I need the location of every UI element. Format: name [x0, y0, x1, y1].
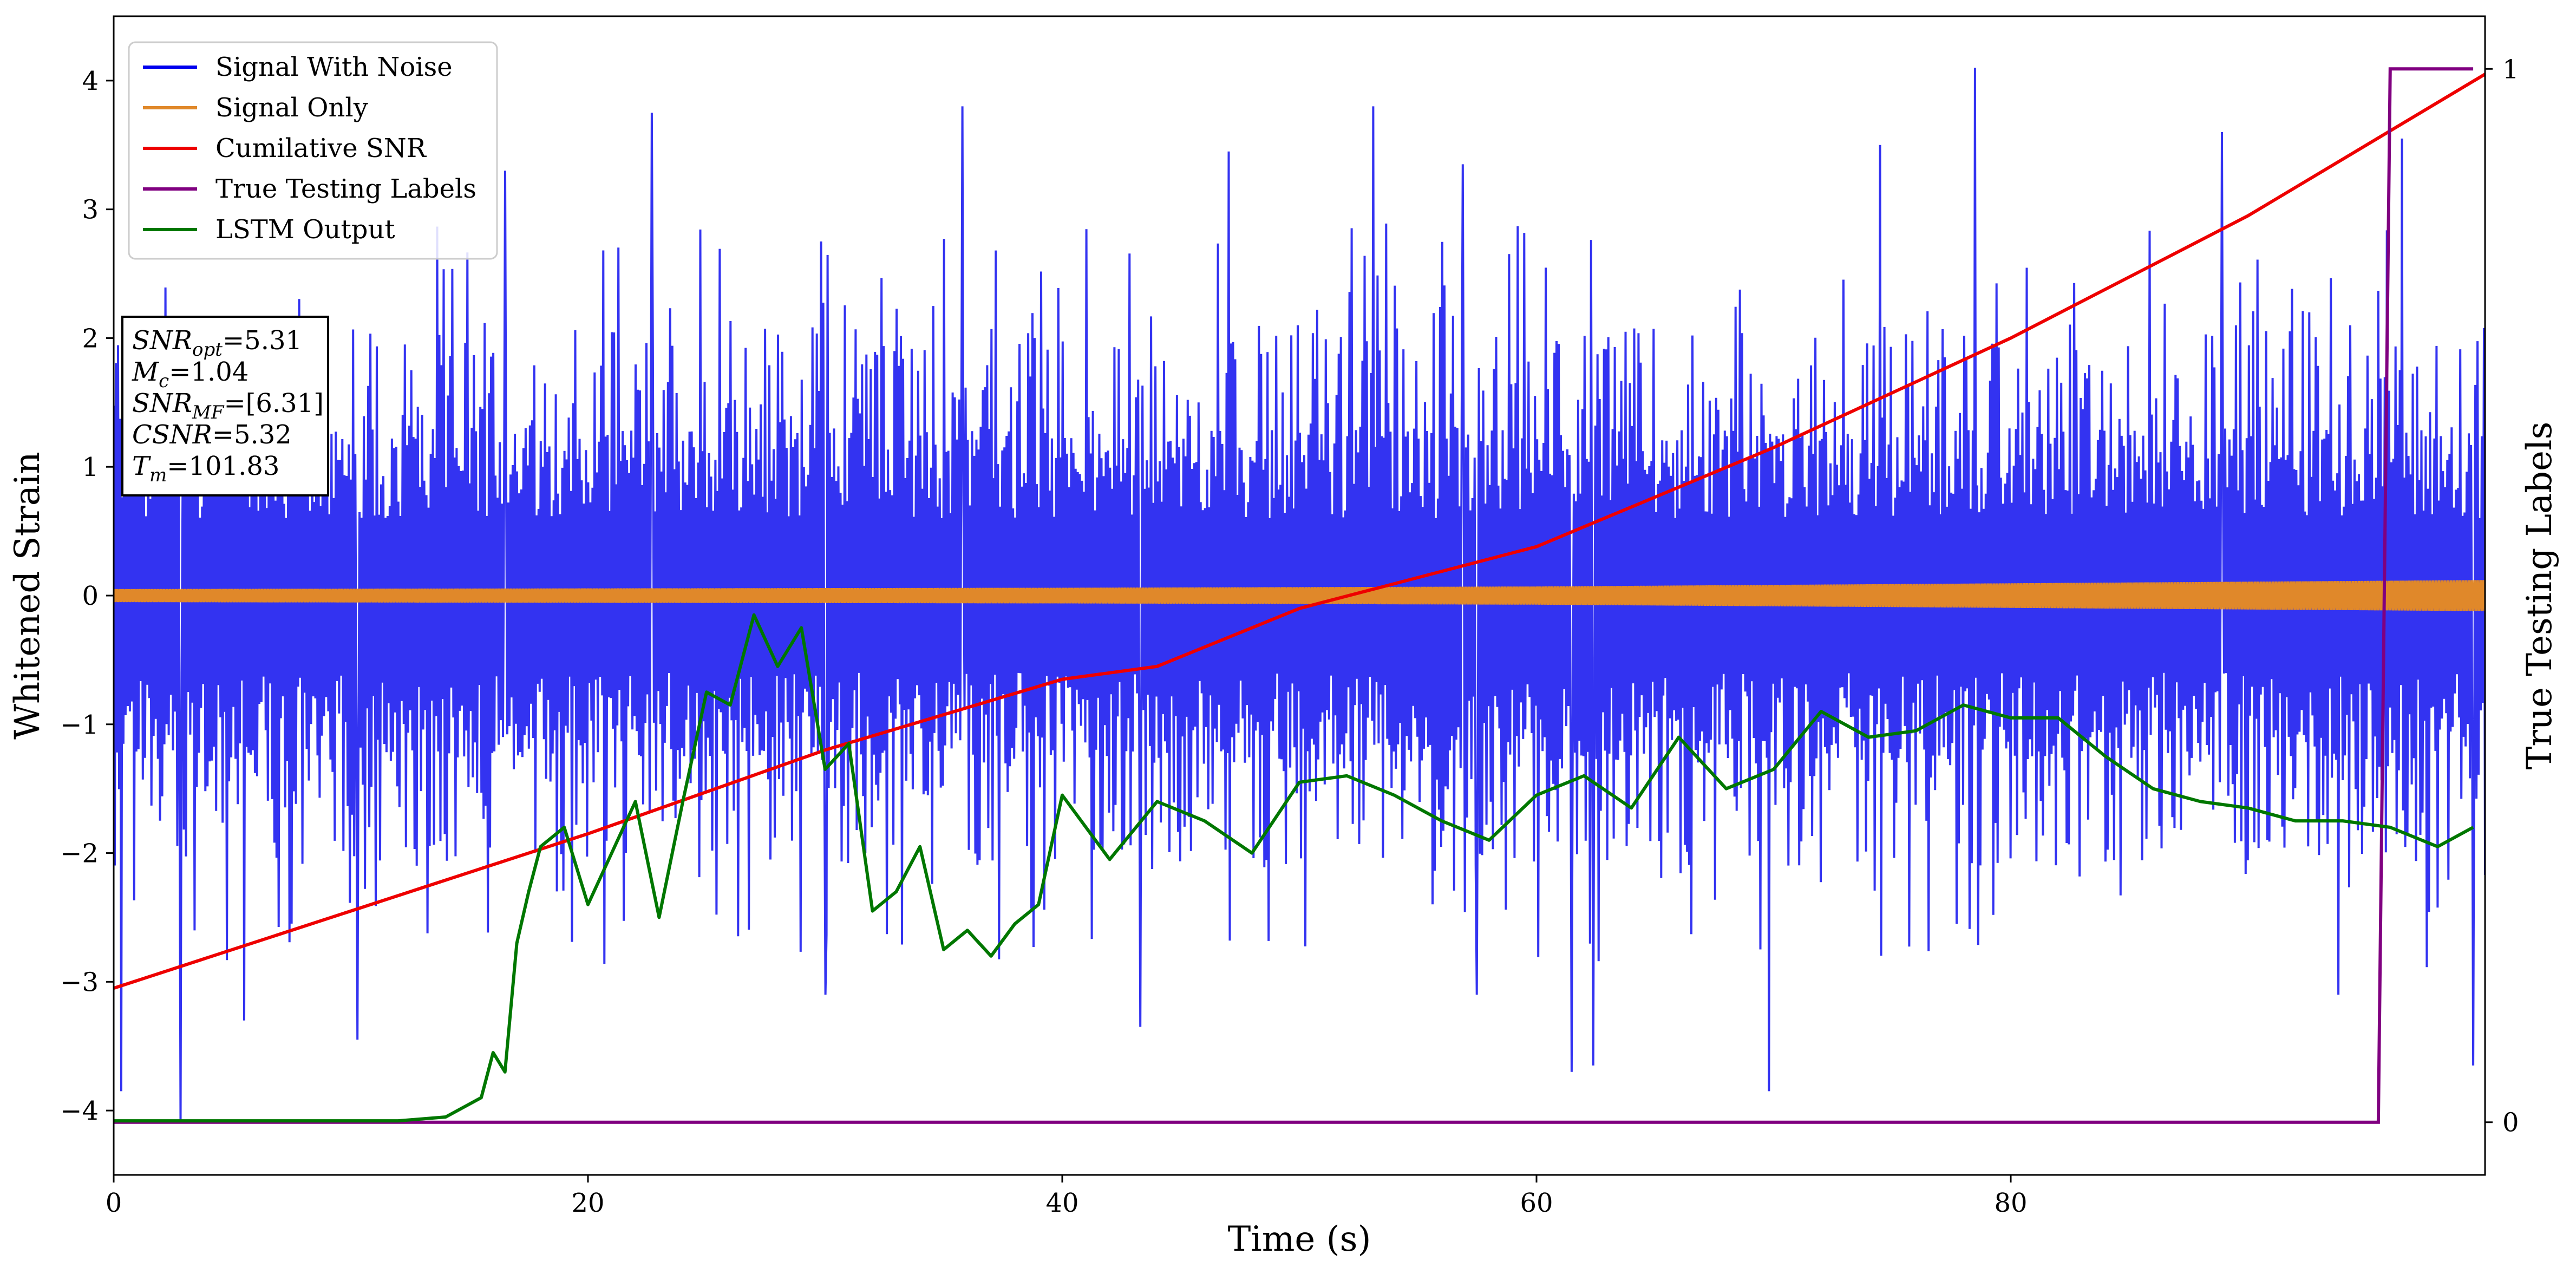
- series-signal-with-noise: [114, 68, 2485, 1121]
- y-tick-label: −2: [60, 839, 99, 869]
- y-tick-label: 4: [82, 66, 99, 96]
- legend-label: Cumilative SNR: [215, 133, 427, 164]
- annotation-line: Tm=101.83: [132, 451, 279, 486]
- annotation-line: Mc=1.04: [132, 357, 249, 392]
- legend-box: [128, 41, 498, 260]
- y2-axis-label: True Testing Labels: [2520, 422, 2560, 770]
- series-cumilative-snr: [114, 73, 2485, 990]
- x-tick-label: 20: [571, 1188, 604, 1218]
- y-tick-label: −3: [60, 967, 99, 997]
- legend-label: LSTM Output: [215, 214, 395, 245]
- x-tick-label: 0: [106, 1188, 122, 1218]
- y2-tick-label: 1: [2502, 54, 2519, 84]
- legend-label: Signal Only: [215, 93, 368, 123]
- x-tick-label: 40: [1045, 1188, 1078, 1218]
- y-axis-label: Whitened Strain: [8, 452, 48, 739]
- y-tick-label: −4: [60, 1096, 99, 1126]
- y-tick-label: −1: [60, 710, 99, 740]
- x-tick-label: 60: [1520, 1188, 1553, 1218]
- series-lstm-output: [114, 613, 2474, 1123]
- y2-tick-label: 0: [2502, 1108, 2519, 1138]
- y-tick-label: 3: [82, 195, 99, 225]
- legend-label: True Testing Labels: [215, 174, 476, 204]
- x-axis-label: Time (s): [1228, 1219, 1371, 1259]
- annotation-line: SNRMF=[6.31]: [132, 388, 324, 423]
- legend-label: Signal With Noise: [215, 52, 453, 82]
- y-tick-label: 2: [82, 323, 99, 354]
- y-tick-label: 0: [82, 581, 99, 611]
- annotation-line: SNRopt=5.31: [132, 325, 302, 361]
- legend: Signal With Noise Signal Only Cumilative S…: [128, 41, 498, 260]
- annotation-frame: [121, 316, 329, 496]
- annotation-box: SNRopt=5.31Mc=1.04SNRMF=[6.31]CSNR=5.32T…: [121, 316, 329, 496]
- x-tick-label: 80: [1994, 1188, 2027, 1218]
- series-signal-only: [114, 580, 2485, 611]
- annotation-line: CSNR=5.32: [132, 420, 292, 450]
- y-tick-label: 1: [82, 452, 99, 482]
- series-true-testing-labels: [114, 67, 2474, 1124]
